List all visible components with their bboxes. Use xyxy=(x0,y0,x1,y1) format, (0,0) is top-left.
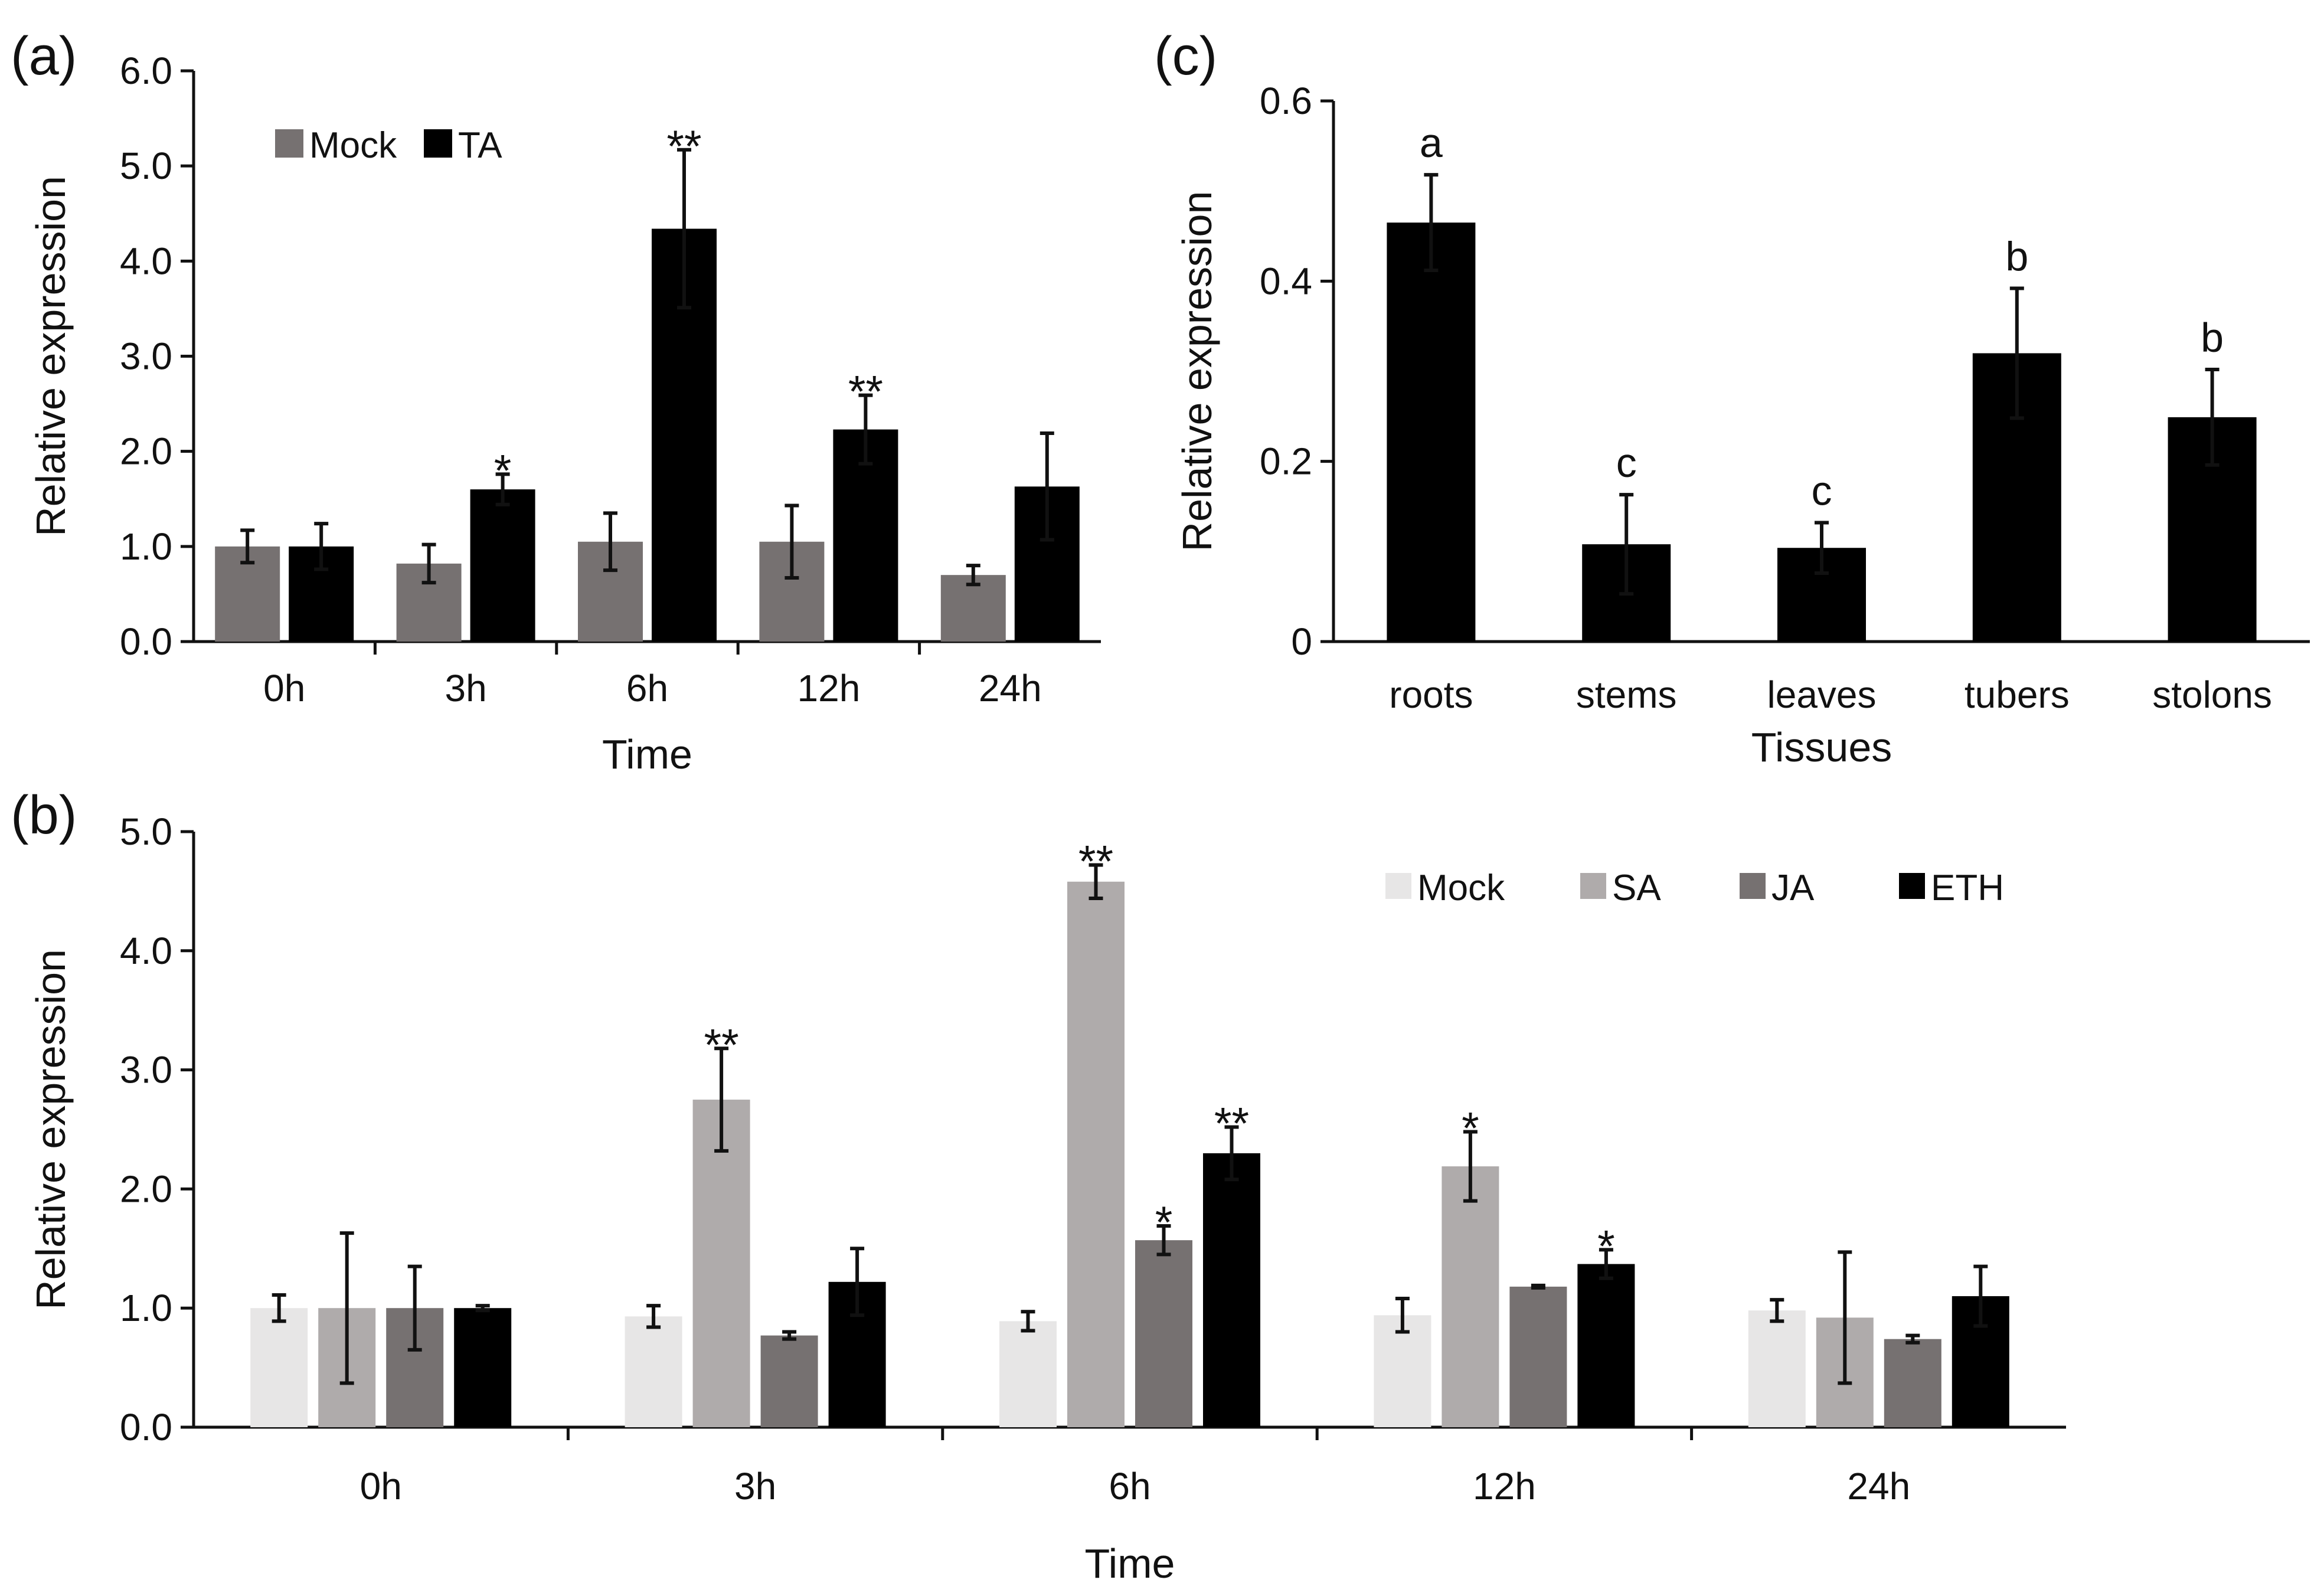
legend-swatch-ja xyxy=(1740,873,1766,899)
letter-label: c xyxy=(1616,440,1637,486)
x-tick-label: 6h xyxy=(626,667,668,709)
panel-label: (b) xyxy=(11,785,77,845)
bar-sa-3h xyxy=(692,1100,750,1427)
significance-label: ** xyxy=(1078,837,1113,887)
x-tick-label: 6h xyxy=(1109,1465,1150,1507)
bar-ja-3h xyxy=(760,1335,818,1427)
panel-label: (c) xyxy=(1154,26,1217,86)
significance-label: ** xyxy=(1214,1098,1249,1149)
y-tick-label: 4.0 xyxy=(120,930,172,972)
x-axis-title: Time xyxy=(1085,1541,1175,1587)
bar-mock-0h xyxy=(250,1308,308,1427)
significance-label: * xyxy=(1155,1198,1173,1248)
bar-sa-12h xyxy=(1442,1166,1499,1427)
bar-mock-3h xyxy=(625,1316,682,1427)
bar-ja-24h xyxy=(1884,1339,1941,1427)
x-tick-label: stolons xyxy=(2152,673,2272,716)
letter-label: c xyxy=(1812,467,1832,514)
bar-eth-0h xyxy=(454,1308,512,1427)
significance-label: ** xyxy=(666,122,701,172)
panel-label: (a) xyxy=(11,26,77,86)
x-tick-label: 12h xyxy=(1473,1465,1536,1507)
legend-swatch-mock xyxy=(1385,873,1411,899)
chart-panel-1: (a) 0.0 1.0 2.0 3.0 4.0 5.0 6.0 Relative express… xyxy=(11,26,1101,777)
x-axis-title: Tissues xyxy=(1751,724,1892,770)
bar-eth-12h xyxy=(1577,1264,1635,1427)
bar-mock-24h xyxy=(1748,1310,1806,1427)
y-axis-title: Relative expression xyxy=(28,949,74,1310)
bar-mock-12h xyxy=(1374,1315,1431,1427)
legend-swatch-ta xyxy=(424,129,452,158)
x-tick-label: tubers xyxy=(1965,673,2070,716)
bar-ja-12h xyxy=(1509,1286,1567,1427)
y-tick-label: 6.0 xyxy=(120,50,172,92)
legend-label-mock: Mock xyxy=(309,125,397,166)
legend-label-mock: Mock xyxy=(1417,868,1505,908)
significance-label: * xyxy=(1462,1104,1479,1154)
bar-ja-6h xyxy=(1135,1240,1192,1427)
y-tick-label: 5.0 xyxy=(120,145,172,187)
significance-label: ** xyxy=(848,367,883,417)
y-tick-label: 0.2 xyxy=(1260,440,1312,483)
letter-label: a xyxy=(1420,120,1443,166)
y-tick-label: 0.4 xyxy=(1260,260,1312,302)
letter-label: b xyxy=(2005,234,2028,280)
y-tick-label: 0.6 xyxy=(1260,80,1312,122)
y-tick-label: 4.0 xyxy=(120,240,172,282)
y-tick-label: 2.0 xyxy=(120,430,172,473)
bar-ta-3h xyxy=(470,489,535,642)
y-tick-label: 0.0 xyxy=(120,620,172,663)
y-tick-label: 1.0 xyxy=(120,1287,172,1329)
significance-label: ** xyxy=(704,1020,739,1070)
legend-swatch-sa xyxy=(1580,873,1606,899)
legend-swatch-mock xyxy=(275,129,303,158)
legend-swatch-eth xyxy=(1899,873,1925,899)
significance-label: * xyxy=(1597,1221,1615,1271)
x-tick-label: 24h xyxy=(1847,1465,1910,1507)
bar-mock-6h xyxy=(999,1321,1057,1427)
legend-label-eth: ETH xyxy=(1931,868,2004,908)
y-tick-label: 1.0 xyxy=(120,525,172,568)
y-tick-label: 0.0 xyxy=(120,1406,172,1448)
x-tick-label: leaves xyxy=(1767,673,1877,716)
x-tick-label: 3h xyxy=(445,667,487,709)
bar-sa-6h xyxy=(1067,881,1125,1427)
chart-panel-3: (c) 0 0.2 0.4 0.6 Relative expression Tissues r… xyxy=(1154,26,2310,770)
x-tick-label: 0h xyxy=(360,1465,402,1507)
y-axis-title: Relative expression xyxy=(1174,191,1220,552)
x-axis-title: Time xyxy=(602,731,692,777)
x-tick-label: roots xyxy=(1389,673,1473,716)
significance-label: * xyxy=(494,446,512,496)
bar-value-roots xyxy=(1387,223,1476,642)
x-tick-label: 12h xyxy=(797,667,861,709)
legend-label-sa: SA xyxy=(1612,868,1661,908)
chart-panel-2: (b) 0.0 1.0 2.0 3.0 4.0 5.0 Relative expression… xyxy=(11,785,2066,1587)
letter-label: b xyxy=(2201,315,2224,361)
x-tick-label: 0h xyxy=(263,667,305,709)
y-axis-title: Relative expression xyxy=(28,176,74,537)
x-tick-label: 24h xyxy=(979,667,1042,709)
bar-eth-6h xyxy=(1203,1153,1260,1427)
legend-label-ta: TA xyxy=(458,125,502,166)
x-tick-label: 3h xyxy=(734,1465,776,1507)
y-tick-label: 0 xyxy=(1291,620,1312,663)
x-tick-label: stems xyxy=(1576,673,1677,716)
y-tick-label: 3.0 xyxy=(120,335,172,378)
y-tick-label: 2.0 xyxy=(120,1167,172,1210)
y-tick-label: 3.0 xyxy=(120,1049,172,1091)
y-tick-label: 5.0 xyxy=(120,810,172,853)
legend-label-ja: JA xyxy=(1771,868,1815,908)
